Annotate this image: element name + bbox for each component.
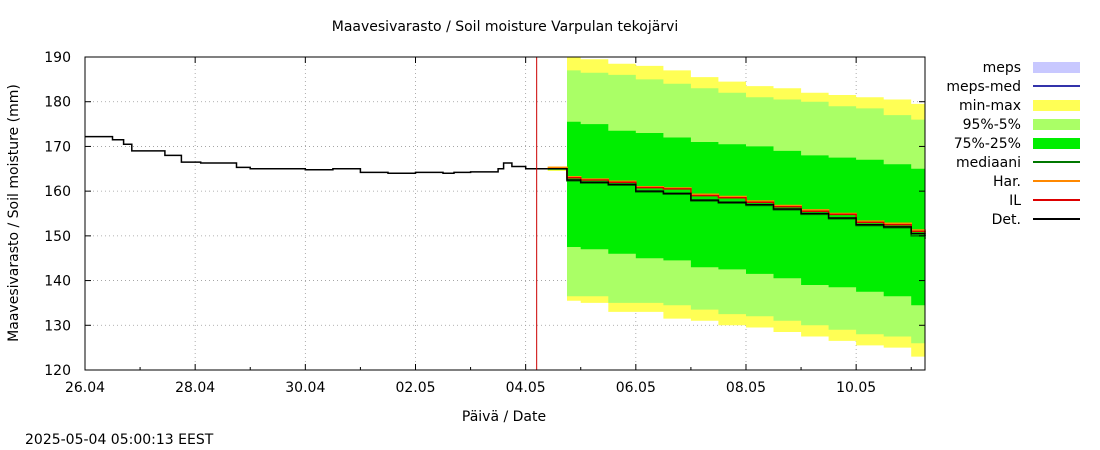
x-tick-label: 06.05	[616, 380, 656, 396]
forecast-bands	[547, 57, 925, 359]
y-tick-label: 150	[44, 229, 71, 245]
legend-label: min-max	[959, 98, 1021, 114]
y-tick-label: 120	[44, 363, 71, 379]
legend-label: meps-med	[946, 79, 1021, 95]
plot-frame	[84, 56, 926, 371]
legend-label: Har.	[993, 174, 1021, 190]
legend-label: 95%-5%	[963, 117, 1021, 133]
x-tick-label: 08.05	[726, 380, 766, 396]
timestamp: 2025-05-04 05:00:13 EEST	[25, 432, 214, 448]
legend-label: 75%-25%	[954, 136, 1021, 152]
y-tick-label: 190	[44, 50, 71, 66]
band-75-25	[547, 121, 925, 308]
y-tick-label: 130	[44, 318, 71, 334]
x-tick-label: 30.04	[285, 380, 325, 396]
y-tick-label: 170	[44, 139, 71, 155]
chart-title: Maavesivarasto / Soil moisture Varpulan …	[332, 19, 678, 35]
x-tick-label: 26.04	[65, 380, 105, 396]
x-tick-label: 28.04	[175, 380, 215, 396]
line-il	[547, 168, 926, 234]
legend-swatch	[1033, 62, 1080, 73]
x-axis-label: Päivä / Date	[462, 409, 546, 425]
legend-label: mediaani	[956, 155, 1021, 171]
legend-label: meps	[983, 60, 1021, 76]
line-har	[547, 166, 926, 233]
x-tick-label: 02.05	[395, 380, 435, 396]
axes: 120 130 140 150 160 170 180 190 26.04 28.04 30.04 0…	[44, 50, 926, 396]
legend: meps meps-med min-max 95%-5% 75%-25% mediaani…	[946, 60, 1080, 228]
legend-swatch	[1033, 100, 1080, 111]
y-axis-label: Maavesivarasto / Soil moisture (mm)	[6, 84, 22, 342]
x-tick-label: 04.05	[506, 380, 546, 396]
y-tick-label: 160	[44, 184, 71, 200]
series-lines	[85, 57, 926, 370]
legend-label: IL	[1009, 193, 1021, 209]
y-tick-label: 180	[44, 95, 71, 111]
line-det-forecast	[547, 168, 926, 236]
legend-swatch	[1033, 138, 1080, 149]
legend-label: Det.	[992, 212, 1021, 228]
line-det-observed	[85, 135, 548, 175]
y-tick-label: 140	[44, 274, 71, 290]
legend-swatch	[1033, 119, 1080, 130]
x-tick-label: 10.05	[836, 380, 876, 396]
